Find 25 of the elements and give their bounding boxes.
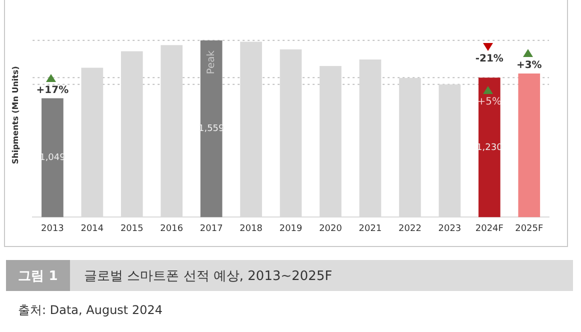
x-tick-label: 2022 [398, 224, 422, 234]
bar [200, 40, 222, 218]
x-tick-label: 2021 [358, 224, 382, 234]
x-tick-label: 2017 [200, 224, 223, 234]
annotation: +3% [516, 60, 542, 72]
source-note: 출처: Data, August 2024 [18, 302, 162, 319]
x-tick-label: 2024F [475, 224, 504, 234]
x-tick-label: 2019 [279, 224, 303, 234]
x-tick-label: 2020 [319, 224, 342, 234]
annotation: +17% [36, 84, 69, 96]
x-tick-label: 2016 [160, 224, 184, 234]
bar [518, 73, 540, 218]
bar [478, 78, 500, 218]
x-tick-label: 2013 [41, 224, 64, 234]
annotation: -21% [475, 53, 504, 64]
x-tick-label: 2018 [240, 224, 263, 234]
x-tick-label: 2025F [515, 224, 544, 234]
x-tick-label: 2014 [80, 224, 104, 234]
caption: 그림 1 [6, 260, 70, 291]
annotation: Peak [206, 50, 217, 74]
bar [42, 98, 64, 218]
text: 글로벌 스마트폰 선적 예상, 2013~2025F [84, 268, 332, 284]
x-tick-label: 2023 [438, 224, 462, 234]
y-axis-title: Shipments (Mn Units) [10, 66, 20, 164]
x-tick-label: 2015 [120, 224, 144, 234]
